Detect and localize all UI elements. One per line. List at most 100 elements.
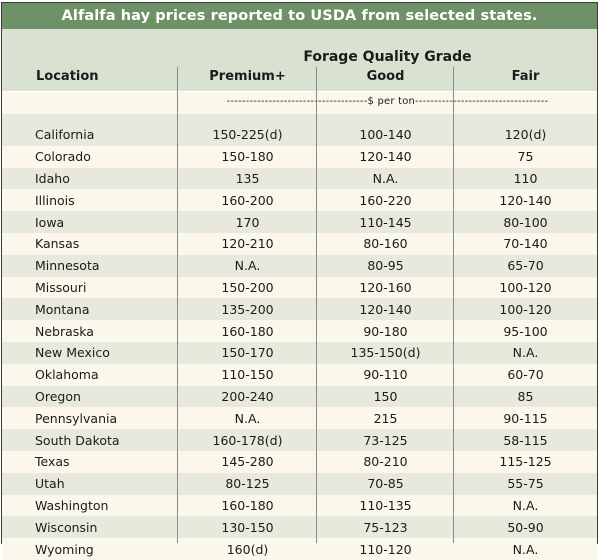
cell-fair: N.A. [454, 538, 597, 560]
cell-location: Colorado [2, 145, 178, 168]
table-row: Montana 135-200 120-140 100-120 [2, 298, 597, 321]
cell-fair: 120-140 [454, 189, 597, 212]
cell-fair: 110 [454, 167, 597, 190]
table-row: Iowa 170 110-145 80-100 [2, 211, 597, 233]
table-row: New Mexico 150-170 135-150(d) N.A. [2, 341, 597, 364]
cell-location: Pennsylvania [2, 407, 178, 430]
cell-fair: N.A. [454, 494, 597, 517]
table-row: Washington 160-180 110-135 N.A. [2, 494, 597, 517]
column-divider-3 [453, 67, 454, 543]
table-row: Colorado 150-180 120-140 75 [2, 145, 597, 168]
table-row: Kansas 120-210 80-160 70-140 [2, 232, 597, 255]
cell-location: New Mexico [2, 341, 178, 364]
cell-good: 80-210 [317, 450, 454, 473]
cell-premium: 160-180 [178, 320, 317, 342]
cell-fair: 120(d) [454, 124, 597, 146]
cell-premium: 150-170 [178, 341, 317, 364]
cell-good: 215 [317, 407, 454, 430]
cell-good: 73-125 [317, 429, 454, 451]
cell-fair: 90-115 [454, 407, 597, 430]
cell-location: South Dakota [2, 429, 178, 451]
cell-premium: 135-200 [178, 298, 317, 321]
column-header-location: Location [36, 69, 99, 84]
cell-location: Missouri [2, 276, 178, 299]
column-divider-1 [177, 67, 178, 543]
cell-fair: 65-70 [454, 254, 597, 277]
table-row: South Dakota 160-178(d) 73-125 58-115 [2, 429, 597, 451]
cell-good: 90-180 [317, 320, 454, 342]
cell-fair: 60-70 [454, 363, 597, 386]
table-row: Minnesota N.A. 80-95 65-70 [2, 254, 597, 277]
cell-good: 110-145 [317, 211, 454, 233]
cell-premium: N.A. [178, 254, 317, 277]
cell-location: Minnesota [2, 254, 178, 277]
cell-good: 160-220 [317, 189, 454, 212]
cell-premium: N.A. [178, 407, 317, 430]
price-table: California 150-225(d) 100-140 120(d) Colorad… [2, 124, 597, 560]
units-row: -------------------------------------$ p… [2, 91, 597, 114]
cell-premium: 110-150 [178, 363, 317, 386]
cell-good: 120-140 [317, 298, 454, 321]
cell-fair: 85 [454, 385, 597, 408]
cell-premium: 160-200 [178, 189, 317, 212]
grade-header: Forage Quality Grade [303, 49, 472, 65]
cell-premium: 80-125 [178, 472, 317, 495]
table-title: Alfalfa hay prices reported to USDA from… [2, 3, 597, 29]
cell-fair: 75 [454, 145, 597, 168]
cell-location: Oklahoma [2, 363, 178, 386]
cell-good: 110-120 [317, 538, 454, 560]
cell-fair: 100-120 [454, 298, 597, 321]
cell-good: 150 [317, 385, 454, 408]
cell-premium: 160-180 [178, 494, 317, 517]
cell-location: California [2, 124, 178, 146]
cell-good: 110-135 [317, 494, 454, 517]
table-row: Nebraska 160-180 90-180 95-100 [2, 320, 597, 342]
table-spacer [2, 114, 597, 124]
table-row: Idaho 135 N.A. 110 [2, 167, 597, 190]
cell-premium: 145-280 [178, 450, 317, 473]
cell-location: Oregon [2, 385, 178, 408]
table-row: Wyoming 160(d) 110-120 N.A. [2, 538, 597, 560]
cell-good: 70-85 [317, 472, 454, 495]
table-row: Pennsylvania N.A. 215 90-115 [2, 407, 597, 430]
column-divider-2 [316, 67, 317, 543]
cell-good: 80-160 [317, 232, 454, 255]
cell-good: 120-160 [317, 276, 454, 299]
cell-location: Montana [2, 298, 178, 321]
cell-location: Illinois [2, 189, 178, 212]
units-label: -------------------------------------$ p… [226, 96, 549, 107]
cell-location: Texas [2, 450, 178, 473]
table-header: Forage Quality Grade Location Premium+ G… [2, 29, 597, 91]
column-header-fair: Fair [511, 69, 540, 84]
cell-good: N.A. [317, 167, 454, 190]
cell-premium: 150-180 [178, 145, 317, 168]
cell-premium: 160(d) [178, 538, 317, 560]
cell-fair: 100-120 [454, 276, 597, 299]
table-row: Missouri 150-200 120-160 100-120 [2, 276, 597, 299]
table-row: Wisconsin 130-150 75-123 50-90 [2, 516, 597, 539]
price-table-body: California 150-225(d) 100-140 120(d) Colorad… [2, 124, 597, 560]
cell-location: Washington [2, 494, 178, 517]
cell-fair: 50-90 [454, 516, 597, 539]
cell-premium: 200-240 [178, 385, 317, 408]
table-row: Utah 80-125 70-85 55-75 [2, 472, 597, 495]
cell-location: Idaho [2, 167, 178, 190]
cell-good: 135-150(d) [317, 341, 454, 364]
cell-good: 100-140 [317, 124, 454, 146]
cell-good: 120-140 [317, 145, 454, 168]
cell-fair: N.A. [454, 341, 597, 364]
cell-premium: 150-200 [178, 276, 317, 299]
table-row: California 150-225(d) 100-140 120(d) [2, 124, 597, 146]
cell-fair: 115-125 [454, 450, 597, 473]
cell-premium: 150-225(d) [178, 124, 317, 146]
cell-fair: 70-140 [454, 232, 597, 255]
table-row: Texas 145-280 80-210 115-125 [2, 450, 597, 473]
cell-premium: 120-210 [178, 232, 317, 255]
cell-premium: 170 [178, 211, 317, 233]
cell-premium: 135 [178, 167, 317, 190]
cell-location: Utah [2, 472, 178, 495]
cell-location: Wisconsin [2, 516, 178, 539]
cell-good: 90-110 [317, 363, 454, 386]
cell-fair: 55-75 [454, 472, 597, 495]
table-row: Oklahoma 110-150 90-110 60-70 [2, 363, 597, 386]
